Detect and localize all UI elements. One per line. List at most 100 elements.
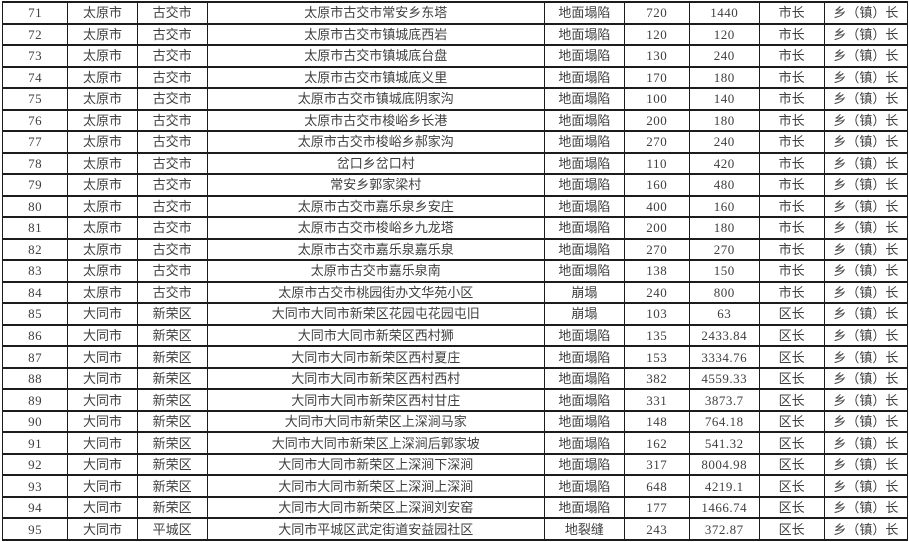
table-row: 73 太原市 古交市 太原市古交市镇城底台盘 地面塌陷 130 240 市长 乡（镇）长 xyxy=(1,44,909,68)
city-level-leader-cell: 市长 xyxy=(758,44,825,68)
threatened-property-cell: 180 xyxy=(688,65,760,90)
threatened-property-cell: 541.32 xyxy=(688,431,760,455)
district-cell: 新荣区 xyxy=(136,366,208,391)
township-level-leader-cell: 乡（镇）长 xyxy=(823,409,909,434)
threatened-property-cell: 1466.74 xyxy=(688,495,760,520)
township-level-leader-cell: 乡（镇）长 xyxy=(823,44,909,68)
city-level-leader-cell: 市长 xyxy=(758,237,825,262)
city-cell: 太原市 xyxy=(67,216,138,240)
city-level-leader-cell: 区长 xyxy=(758,345,825,369)
hazard-site-name-cell: 大同市大同市新荣区西村狮 xyxy=(206,323,546,348)
city-level-leader-cell: 市长 xyxy=(758,130,825,154)
threatened-people-cell: 200 xyxy=(623,216,690,240)
table-row: 83 太原市 古交市 太原市古交市嘉乐泉南 地面塌陷 138 150 市长 乡（镇）长 xyxy=(1,259,909,283)
township-level-leader-cell: 乡（镇）长 xyxy=(823,216,909,240)
threatened-people-cell: 162 xyxy=(623,431,690,455)
township-level-leader-cell: 乡（镇）长 xyxy=(823,259,909,283)
row-number-cell: 79 xyxy=(1,173,69,197)
threatened-people-cell: 270 xyxy=(623,237,690,262)
city-level-leader-cell: 区长 xyxy=(758,302,825,326)
hazard-type-cell: 地面塌陷 xyxy=(544,323,625,348)
hazard-site-name-cell: 岔口乡岔口村 xyxy=(206,151,546,176)
threatened-people-cell: 243 xyxy=(623,517,690,541)
hazard-site-name-cell: 大同市大同市新荣区上深涧上深涧 xyxy=(206,474,546,498)
hazard-type-cell: 地面塌陷 xyxy=(544,44,625,68)
table-row: 85 大同市 新荣区 大同市大同市新荣区花园屯花园屯旧 崩塌 103 63 区长 乡（镇）长 xyxy=(1,302,909,326)
threatened-people-cell: 200 xyxy=(623,108,690,133)
city-level-leader-cell: 市长 xyxy=(758,259,825,283)
township-level-leader-cell: 乡（镇）长 xyxy=(823,108,909,133)
hazard-type-cell: 崩塌 xyxy=(544,280,625,305)
threatened-people-cell: 153 xyxy=(623,345,690,369)
hazard-site-name-cell: 大同市大同市新荣区上深涧刘安窑 xyxy=(206,495,546,520)
threatened-people-cell: 648 xyxy=(623,474,690,498)
district-cell: 平城区 xyxy=(136,517,208,541)
row-number-cell: 87 xyxy=(1,345,69,369)
threatened-property-cell: 120 xyxy=(688,22,760,47)
district-cell: 古交市 xyxy=(136,130,208,154)
township-level-leader-cell: 乡（镇）长 xyxy=(823,130,909,154)
table-row: 81 太原市 古交市 太原市古交市梭峪乡九龙塔 地面塌陷 200 180 市长 乡（镇）长 xyxy=(1,216,909,240)
hazard-type-cell: 地裂缝 xyxy=(544,517,625,541)
city-cell: 太原市 xyxy=(67,151,138,176)
city-level-leader-cell: 市长 xyxy=(758,151,825,176)
township-level-leader-cell: 乡（镇）长 xyxy=(823,345,909,369)
city-cell: 太原市 xyxy=(67,22,138,47)
threatened-property-cell: 240 xyxy=(688,130,760,154)
table-row: 90 大同市 新荣区 大同市大同市新荣区上深涧马家 地面塌陷 148 764.18 区长 乡（镇… xyxy=(1,409,909,434)
city-level-leader-cell: 市长 xyxy=(758,194,825,219)
hazard-site-name-cell: 太原市古交市镇城底西岩 xyxy=(206,22,546,47)
district-cell: 古交市 xyxy=(136,237,208,262)
city-cell: 太原市 xyxy=(67,173,138,197)
hazard-type-cell: 地面塌陷 xyxy=(544,431,625,455)
hazard-type-cell: 地面塌陷 xyxy=(544,474,625,498)
threatened-people-cell: 720 xyxy=(623,1,690,25)
table-row: 82 太原市 古交市 太原市古交市嘉乐泉嘉乐泉 地面塌陷 270 270 市长 乡（镇）长 xyxy=(1,237,909,262)
city-level-leader-cell: 区长 xyxy=(758,495,825,520)
hazard-type-cell: 地面塌陷 xyxy=(544,345,625,369)
table-row: 95 大同市 平城区 大同市平城区武定街道安益园社区 地裂缝 243 372.87 区长 乡（镇… xyxy=(1,517,909,541)
city-level-leader-cell: 区长 xyxy=(758,431,825,455)
city-level-leader-cell: 区长 xyxy=(758,474,825,498)
city-cell: 大同市 xyxy=(67,409,138,434)
hazard-site-name-cell: 太原市古交市梭峪乡郝家沟 xyxy=(206,130,546,154)
threatened-people-cell: 138 xyxy=(623,259,690,283)
city-cell: 太原市 xyxy=(67,259,138,283)
district-cell: 新荣区 xyxy=(136,388,208,412)
table-row: 74 太原市 古交市 太原市古交市镇城底义里 地面塌陷 170 180 市长 乡（镇）长 xyxy=(1,65,909,90)
table-row: 78 太原市 古交市 岔口乡岔口村 地面塌陷 110 420 市长 乡（镇）长 xyxy=(1,151,909,176)
hazard-site-name-cell: 常安乡郭家梁村 xyxy=(206,173,546,197)
township-level-leader-cell: 乡（镇）长 xyxy=(823,323,909,348)
city-cell: 大同市 xyxy=(67,302,138,326)
hazard-site-name-cell: 大同市大同市新荣区上深涧马家 xyxy=(206,409,546,434)
city-cell: 大同市 xyxy=(67,366,138,391)
district-cell: 古交市 xyxy=(136,151,208,176)
city-level-leader-cell: 区长 xyxy=(758,323,825,348)
threatened-property-cell: 240 xyxy=(688,44,760,68)
row-number-cell: 80 xyxy=(1,194,69,219)
city-cell: 大同市 xyxy=(67,495,138,520)
city-cell: 大同市 xyxy=(67,517,138,541)
township-level-leader-cell: 乡（镇）长 xyxy=(823,495,909,520)
hazard-site-name-cell: 太原市古交市梭峪乡九龙塔 xyxy=(206,216,546,240)
city-level-leader-cell: 区长 xyxy=(758,517,825,541)
city-cell: 太原市 xyxy=(67,44,138,68)
table-row: 92 大同市 新荣区 大同市大同市新荣区上深涧下深涧 地面塌陷 317 8004.98 区长乡… xyxy=(1,452,909,477)
township-level-leader-cell: 乡（镇）长 xyxy=(823,173,909,197)
row-number-cell: 85 xyxy=(1,302,69,326)
table-row: 79 太原市 古交市 常安乡郭家梁村 地面塌陷 160 480 市长 乡（镇）长 xyxy=(1,173,909,197)
threatened-property-cell: 372.87 xyxy=(688,517,760,541)
city-level-leader-cell: 市长 xyxy=(758,280,825,305)
district-cell: 古交市 xyxy=(136,194,208,219)
table-row: 80 太原市 古交市 太原市古交市嘉乐泉乡安庄 地面塌陷 400 160 市长 乡（镇）长 xyxy=(1,194,909,219)
city-cell: 太原市 xyxy=(67,194,138,219)
city-level-leader-cell: 区长 xyxy=(758,409,825,434)
threatened-people-cell: 382 xyxy=(623,366,690,391)
table-row: 91 大同市 新荣区 大同市大同市新荣区上深涧后郭家坡 地面塌陷 162 541.32 区长乡… xyxy=(1,431,909,455)
hazard-type-cell: 地面塌陷 xyxy=(544,259,625,283)
city-cell: 太原市 xyxy=(67,65,138,90)
hazard-type-cell: 崩塌 xyxy=(544,302,625,326)
threatened-property-cell: 150 xyxy=(688,259,760,283)
district-cell: 古交市 xyxy=(136,259,208,283)
city-cell: 太原市 xyxy=(67,108,138,133)
